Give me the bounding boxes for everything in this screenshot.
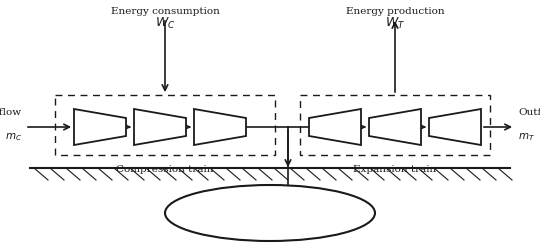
Text: Compression train: Compression train: [116, 165, 214, 174]
Text: Pressure $p$: Pressure $p$: [242, 212, 298, 225]
Text: Temperature $T$: Temperature $T$: [232, 223, 308, 237]
Bar: [300, 95, 490, 155]
Text: $m_C$: $m_C$: [5, 131, 22, 143]
Text: Energy production: Energy production: [346, 7, 444, 16]
Bar: [55, 95, 275, 155]
Polygon shape: [369, 109, 421, 145]
Text: Cavern: Cavern: [251, 193, 289, 201]
Polygon shape: [309, 109, 361, 145]
Text: $m_T$: $m_T$: [518, 131, 535, 143]
Polygon shape: [74, 109, 126, 145]
Polygon shape: [134, 109, 186, 145]
Text: Expansion train: Expansion train: [353, 165, 437, 174]
Polygon shape: [429, 109, 481, 145]
Text: Outflow: Outflow: [518, 108, 540, 117]
Text: Energy consumption: Energy consumption: [111, 7, 219, 16]
Ellipse shape: [165, 185, 375, 241]
Polygon shape: [194, 109, 246, 145]
Text: $W_T$: $W_T$: [385, 16, 405, 31]
Text: Inflow: Inflow: [0, 108, 22, 117]
Text: Volume $V$: Volume $V$: [245, 202, 295, 214]
Text: $W_C$: $W_C$: [155, 16, 175, 31]
